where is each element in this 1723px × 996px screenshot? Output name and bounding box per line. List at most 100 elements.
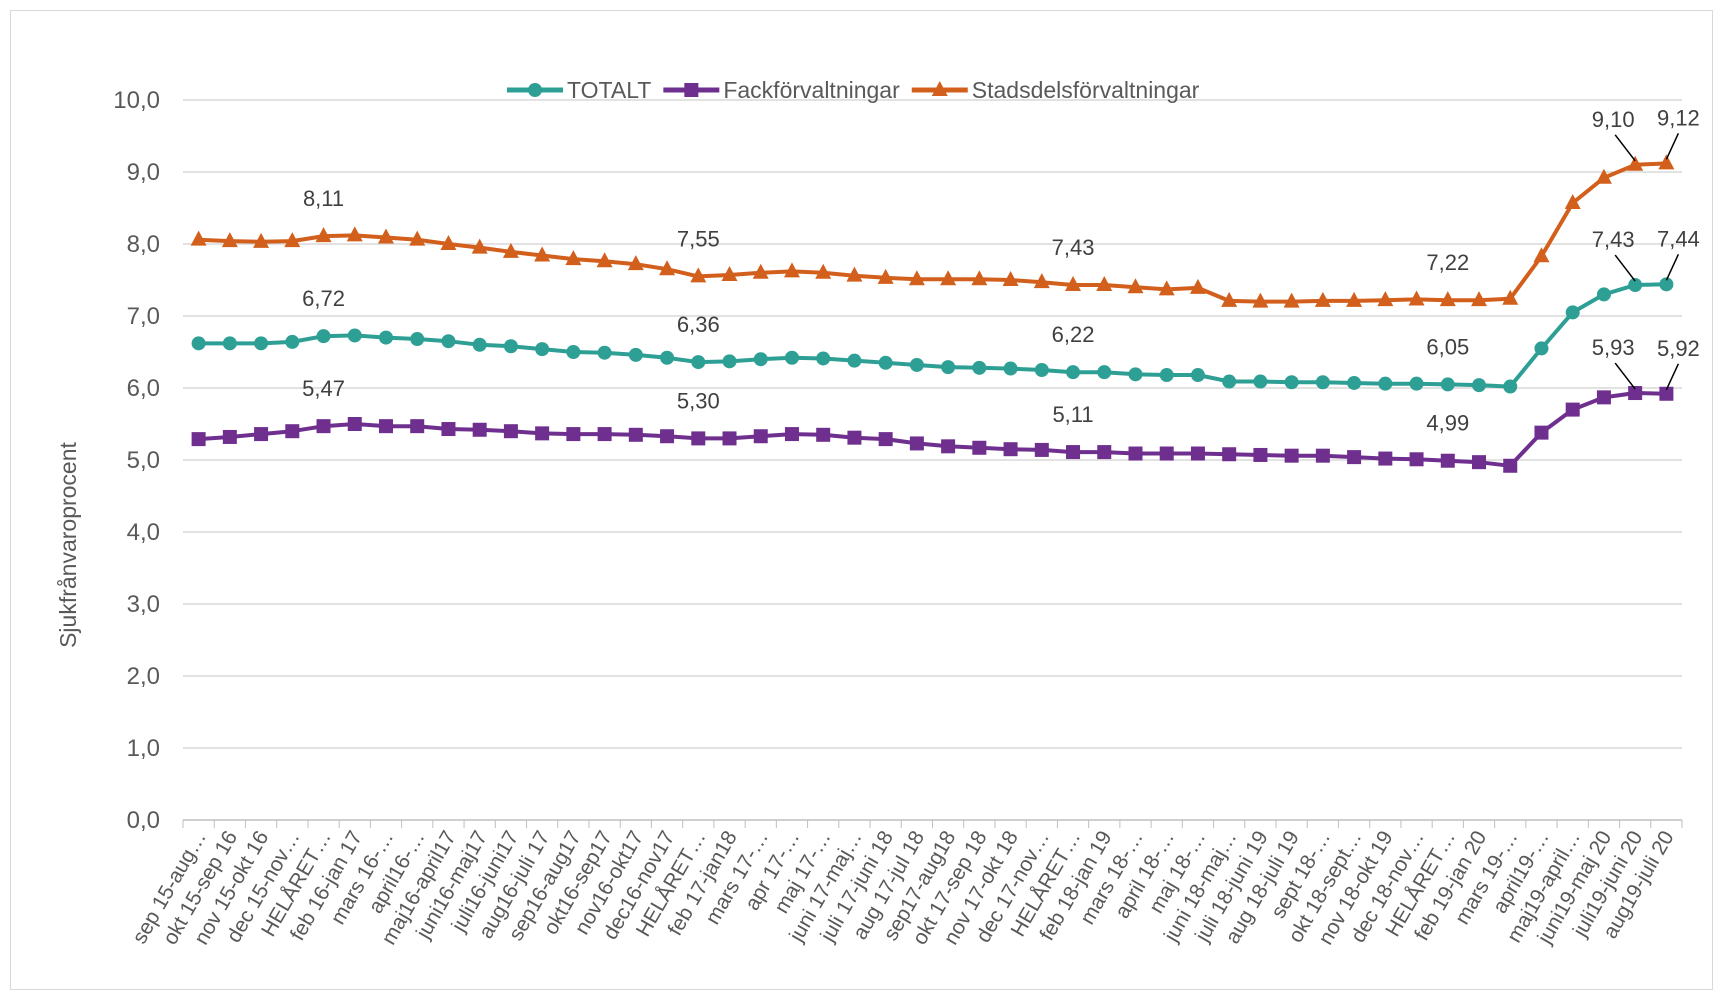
data-point <box>1534 425 1549 440</box>
data-point <box>847 430 862 445</box>
y-tick-label: 6,0 <box>127 375 160 402</box>
y-tick-label: 9,0 <box>127 159 160 186</box>
data-point <box>1659 277 1674 292</box>
chart-frame <box>10 10 1713 990</box>
data-point <box>1596 390 1611 405</box>
data-point <box>753 429 768 444</box>
data-point <box>628 427 643 442</box>
data-point <box>440 235 457 250</box>
data-point <box>441 422 456 437</box>
data-point <box>1378 376 1393 391</box>
data-point <box>1502 289 1519 305</box>
data-label: 4,99 <box>1426 411 1469 436</box>
data-point <box>659 260 676 276</box>
data-point <box>597 345 612 360</box>
data-point <box>1158 280 1175 296</box>
legend-label: Fackförvaltningar <box>723 77 900 103</box>
data-point <box>909 436 924 451</box>
data-point <box>784 350 799 365</box>
data-point <box>1659 386 1674 401</box>
data-point <box>502 242 519 258</box>
data-point <box>627 255 644 271</box>
data-point <box>816 351 831 366</box>
data-point <box>1314 291 1331 307</box>
data-point <box>1596 287 1611 302</box>
data-point <box>378 419 393 434</box>
legend-label: TOTALT <box>567 77 651 103</box>
data-point <box>1127 278 1144 294</box>
data-point <box>1315 448 1330 463</box>
data-point <box>1564 193 1581 209</box>
y-tick-label: 2,0 <box>127 663 160 690</box>
data-point <box>1222 374 1237 389</box>
y-tick-label: 7,0 <box>127 303 160 330</box>
data-point <box>1534 341 1549 356</box>
data-label: 7,22 <box>1426 250 1469 275</box>
data-label: 5,93 <box>1592 335 1635 360</box>
data-label-leader <box>1614 362 1636 390</box>
data-point <box>1066 445 1081 460</box>
data-point <box>346 226 363 242</box>
data-point <box>909 357 924 372</box>
data-point <box>1378 451 1393 466</box>
data-point <box>1190 446 1205 461</box>
data-point <box>1658 154 1675 170</box>
data-point <box>191 432 206 447</box>
data-point <box>1222 447 1237 462</box>
data-point <box>1439 291 1456 307</box>
data-point <box>1284 375 1299 390</box>
data-point <box>721 265 738 281</box>
data-point <box>1003 361 1018 376</box>
data-point <box>752 263 769 279</box>
data-point <box>254 427 269 442</box>
data-point <box>1252 292 1269 308</box>
series-layer <box>190 154 1675 473</box>
data-point <box>471 238 488 254</box>
legend: TOTALT Fackförvaltningar Stadsdelsförvaltn… <box>507 77 1200 103</box>
data-label: 9,10 <box>1592 107 1635 132</box>
data-point <box>1034 442 1049 457</box>
data-point <box>1440 453 1455 468</box>
data-point <box>941 360 956 375</box>
data-point <box>285 334 300 349</box>
data-label-leader <box>1665 133 1680 160</box>
data-point <box>783 262 800 278</box>
data-point <box>1533 247 1550 263</box>
legend-marker <box>931 81 948 96</box>
series-line <box>198 161 1667 304</box>
data-point <box>566 427 581 442</box>
data-point <box>846 266 863 282</box>
data-point <box>1440 377 1455 392</box>
data-labels: 8,11 6,72 5,47 7,55 6,36 5,30 7,43 6,22 5,11 7,22… <box>302 105 1700 435</box>
data-point <box>1503 379 1518 394</box>
data-point <box>347 328 362 343</box>
data-point <box>410 419 425 434</box>
data-point <box>597 427 612 442</box>
data-point <box>596 252 613 268</box>
data-point <box>1065 276 1082 292</box>
data-point <box>878 432 893 447</box>
data-point <box>1034 363 1049 377</box>
data-point <box>1096 276 1113 292</box>
data-point <box>191 336 206 351</box>
data-point <box>1471 291 1488 307</box>
data-point <box>691 431 706 446</box>
data-point <box>190 230 207 246</box>
data-point <box>1408 290 1425 306</box>
data-point <box>1190 368 1205 383</box>
y-tick-label: 4,0 <box>127 519 160 546</box>
data-point <box>722 354 737 369</box>
data-label: 6,72 <box>302 286 345 311</box>
data-point <box>1221 291 1238 307</box>
data-point <box>316 329 331 344</box>
data-point <box>1253 447 1268 462</box>
data-point <box>1565 402 1580 417</box>
legend-marker <box>528 83 542 97</box>
data-point <box>1377 291 1394 307</box>
data-point <box>1002 271 1019 286</box>
data-point <box>1003 442 1018 457</box>
data-point <box>1283 292 1300 308</box>
data-label: 7,43 <box>1592 227 1635 252</box>
